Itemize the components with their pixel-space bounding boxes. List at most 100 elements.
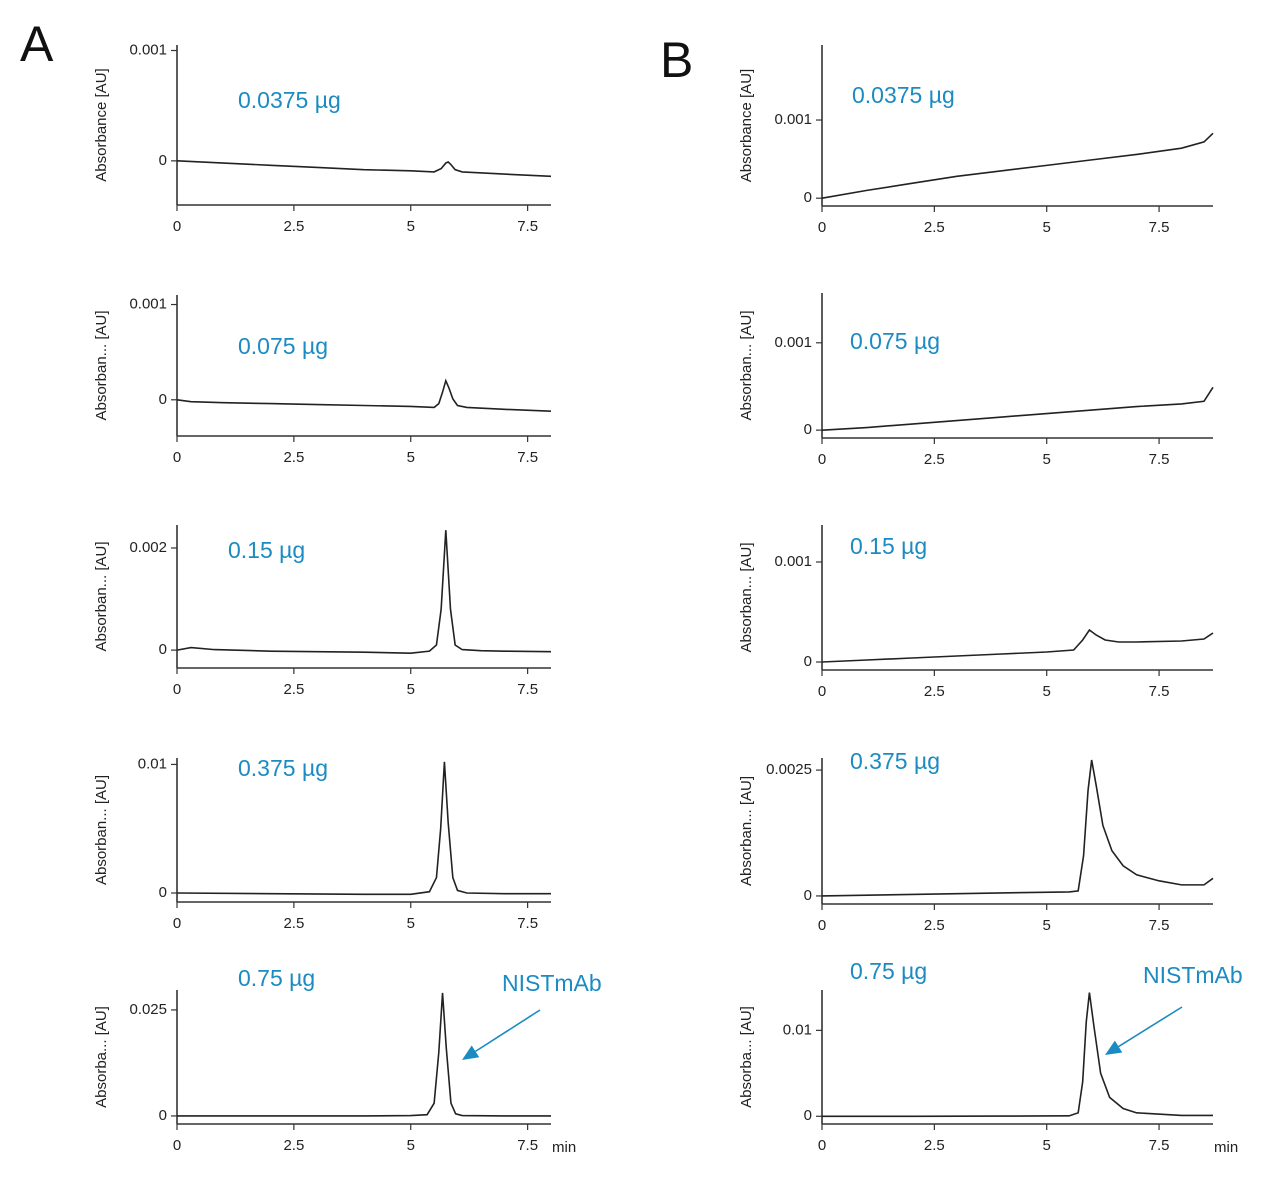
y-tick-label: 0.001 bbox=[774, 334, 812, 351]
amount-annotation: 0.375 µg bbox=[238, 755, 328, 781]
x-tick-label: 0 bbox=[818, 1137, 826, 1154]
y-axis-title: Absorba... [AU] bbox=[93, 1006, 110, 1108]
callout-arrow bbox=[1118, 1006, 1183, 1048]
y-tick-label: 0.01 bbox=[138, 755, 167, 772]
x-tick-label: 2.5 bbox=[924, 1137, 945, 1154]
y-axis-title: Absorbance [AU] bbox=[738, 69, 755, 182]
peak-callout: NISTmAb bbox=[502, 970, 602, 996]
data-line bbox=[176, 378, 552, 413]
amount-annotation: 0.15 µg bbox=[228, 537, 305, 563]
y-tick-label: 0.025 bbox=[129, 1001, 167, 1018]
y-tick-label: 0.001 bbox=[774, 553, 812, 570]
x-tick-label: 7.5 bbox=[517, 1137, 538, 1154]
y-tick-label: 0 bbox=[159, 152, 167, 169]
x-tick-label: 0 bbox=[173, 915, 181, 932]
x-tick-label: 7.5 bbox=[1149, 683, 1170, 700]
y-axis-title: Absorban... [AU] bbox=[738, 542, 755, 652]
data-line bbox=[176, 530, 552, 654]
x-tick-label: 2.5 bbox=[283, 915, 304, 932]
callout-arrowhead bbox=[462, 1045, 480, 1060]
x-tick-label: 7.5 bbox=[1149, 451, 1170, 468]
x-tick-label: 7.5 bbox=[1149, 917, 1170, 934]
y-tick-label: 0 bbox=[804, 1107, 812, 1124]
x-tick-label: 0 bbox=[173, 218, 181, 235]
x-tick-label: 5 bbox=[1043, 451, 1051, 468]
peak-callout: NISTmAb bbox=[1143, 962, 1243, 988]
y-axis-title: Absorban... [AU] bbox=[738, 776, 755, 886]
x-tick-label: 7.5 bbox=[517, 681, 538, 698]
x-tick-label: 2.5 bbox=[924, 451, 945, 468]
data-line bbox=[822, 992, 1213, 1118]
x-tick-label: 2.5 bbox=[283, 449, 304, 466]
y-tick-label: 0 bbox=[159, 884, 167, 901]
y-tick-label: 0 bbox=[804, 189, 812, 206]
x-tick-label: 7.5 bbox=[1149, 219, 1170, 236]
x-tick-label: 2.5 bbox=[924, 917, 945, 934]
y-axis-title: Absorban... [AU] bbox=[93, 541, 110, 651]
x-tick-label: 2.5 bbox=[924, 683, 945, 700]
amount-annotation: 0.075 µg bbox=[850, 328, 940, 354]
x-tick-label: 5 bbox=[407, 218, 415, 235]
x-tick-label: 2.5 bbox=[283, 681, 304, 698]
y-tick-label: 0.0025 bbox=[766, 761, 812, 778]
y-tick-label: 0 bbox=[804, 653, 812, 670]
y-tick-label: 0.001 bbox=[129, 41, 167, 58]
x-tick-label: 5 bbox=[407, 449, 415, 466]
amount-annotation: 0.0375 µg bbox=[852, 82, 955, 108]
x-axis-title: min bbox=[552, 1139, 576, 1156]
y-tick-label: 0 bbox=[159, 1107, 167, 1124]
y-tick-label: 0 bbox=[804, 887, 812, 904]
y-axis-title: Absorban... [AU] bbox=[93, 310, 110, 420]
x-tick-label: 5 bbox=[1043, 683, 1051, 700]
panel-label: A bbox=[20, 16, 54, 72]
amount-annotation: 0.75 µg bbox=[850, 958, 927, 984]
y-axis-title: Absorbance [AU] bbox=[93, 68, 110, 181]
x-tick-label: 2.5 bbox=[283, 218, 304, 235]
y-tick-label: 0.01 bbox=[783, 1021, 812, 1038]
x-tick-label: 2.5 bbox=[924, 219, 945, 236]
x-tick-label: 7.5 bbox=[517, 915, 538, 932]
x-tick-label: 5 bbox=[1043, 917, 1051, 934]
x-axis-title: min bbox=[1214, 1139, 1238, 1156]
x-tick-label: 0 bbox=[173, 449, 181, 466]
x-tick-label: 0 bbox=[818, 917, 826, 934]
data-line bbox=[821, 132, 1214, 199]
amount-annotation: 0.75 µg bbox=[238, 965, 315, 991]
y-tick-label: 0 bbox=[804, 421, 812, 438]
x-tick-label: 5 bbox=[407, 915, 415, 932]
x-tick-label: 0 bbox=[818, 451, 826, 468]
amount-annotation: 0.375 µg bbox=[850, 748, 940, 774]
data-line bbox=[176, 761, 551, 896]
data-line bbox=[821, 628, 1214, 663]
x-tick-label: 2.5 bbox=[283, 1137, 304, 1154]
x-tick-label: 0 bbox=[818, 683, 826, 700]
y-axis-title: Absorban... [AU] bbox=[738, 310, 755, 420]
x-tick-label: 0 bbox=[818, 219, 826, 236]
amount-annotation: 0.0375 µg bbox=[238, 87, 341, 113]
x-tick-label: 5 bbox=[407, 1137, 415, 1154]
y-tick-label: 0 bbox=[159, 641, 167, 658]
x-tick-label: 7.5 bbox=[517, 449, 538, 466]
callout-arrowhead bbox=[1105, 1040, 1123, 1055]
data-line bbox=[821, 386, 1214, 431]
panel-label: B bbox=[660, 32, 693, 88]
x-tick-label: 0 bbox=[173, 681, 181, 698]
y-tick-label: 0.002 bbox=[129, 539, 167, 556]
y-tick-label: 0.001 bbox=[774, 111, 812, 128]
y-axis-title: Absorban... [AU] bbox=[93, 775, 110, 885]
x-tick-label: 7.5 bbox=[517, 218, 538, 235]
x-tick-label: 5 bbox=[1043, 219, 1051, 236]
callout-arrow bbox=[475, 1009, 541, 1053]
amount-annotation: 0.15 µg bbox=[850, 533, 927, 559]
y-tick-label: 0 bbox=[159, 391, 167, 408]
y-axis-title: Absorba... [AU] bbox=[738, 1006, 755, 1108]
y-tick-label: 0.001 bbox=[129, 295, 167, 312]
x-tick-label: 0 bbox=[173, 1137, 181, 1154]
x-tick-label: 5 bbox=[407, 681, 415, 698]
data-line bbox=[821, 759, 1214, 897]
data-line bbox=[176, 160, 552, 178]
data-line bbox=[177, 992, 551, 1117]
amount-annotation: 0.075 µg bbox=[238, 333, 328, 359]
x-tick-label: 5 bbox=[1043, 1137, 1051, 1154]
